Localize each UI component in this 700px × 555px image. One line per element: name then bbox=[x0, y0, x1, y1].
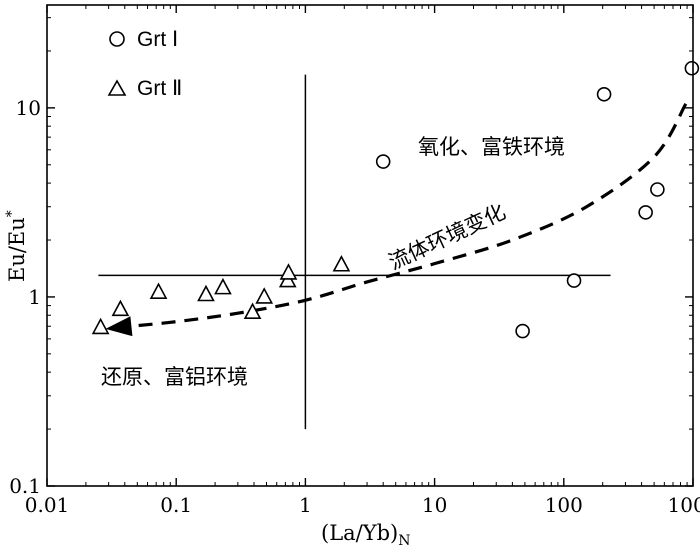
grt1-point bbox=[596, 86, 612, 102]
trend-dashed-arrow bbox=[131, 103, 688, 328]
grt2-point bbox=[91, 317, 110, 335]
grt1-point bbox=[638, 205, 653, 220]
grt2-point bbox=[197, 284, 215, 302]
legend-grt2-label: Grt Ⅱ bbox=[137, 77, 182, 100]
grt2-point bbox=[279, 263, 298, 280]
grt1-point bbox=[650, 182, 665, 197]
plot-frame bbox=[46, 4, 694, 487]
legend-grt1-label: Grt Ⅰ bbox=[137, 28, 178, 51]
trend-arrowhead bbox=[105, 316, 133, 337]
data-points bbox=[91, 60, 700, 339]
grt2-point bbox=[149, 282, 168, 299]
x-tick-label: 100 bbox=[545, 493, 583, 517]
grt2-point bbox=[243, 302, 262, 320]
annotation-oxidized: 氧化、富铁环境 bbox=[418, 135, 565, 159]
grt1-point bbox=[375, 154, 391, 169]
y-tick-label: 10 bbox=[16, 96, 41, 120]
x-axis-title-main: (La/Yb) bbox=[321, 521, 398, 545]
grt1-point bbox=[515, 323, 530, 339]
x-axis-title: (La/Yb)N bbox=[321, 521, 410, 549]
grt2-point bbox=[255, 287, 274, 304]
grt2-point bbox=[111, 299, 130, 317]
grt2-point bbox=[332, 255, 351, 272]
reference-lines bbox=[98, 74, 611, 430]
x-tick-label: 10 bbox=[422, 493, 447, 517]
y-axis-title-superscript: * bbox=[4, 210, 20, 217]
legend-triangle-marker bbox=[107, 79, 127, 96]
legend-circle-marker bbox=[109, 31, 125, 47]
legend: Grt Ⅰ Grt Ⅱ bbox=[107, 28, 182, 100]
y-axis-title: Eu/Eu* bbox=[4, 210, 29, 282]
grt1-point bbox=[566, 273, 582, 288]
x-tick-label: 1 bbox=[299, 493, 312, 517]
trend-label: 流体环境变化 bbox=[385, 200, 509, 275]
y-axis-title-main: Eu/Eu bbox=[5, 217, 29, 282]
x-axis-title-subscript: N bbox=[398, 533, 410, 549]
y-tick-label: 0.1 bbox=[9, 474, 41, 498]
x-tick-label: 0.01 bbox=[25, 493, 70, 517]
grt1-point bbox=[684, 60, 700, 76]
annotation-reduced: 还原、富铝环境 bbox=[101, 365, 248, 389]
y-tick-label: 1 bbox=[28, 285, 41, 309]
x-tick-label: 0.1 bbox=[160, 493, 192, 517]
grt2-point bbox=[214, 277, 232, 295]
